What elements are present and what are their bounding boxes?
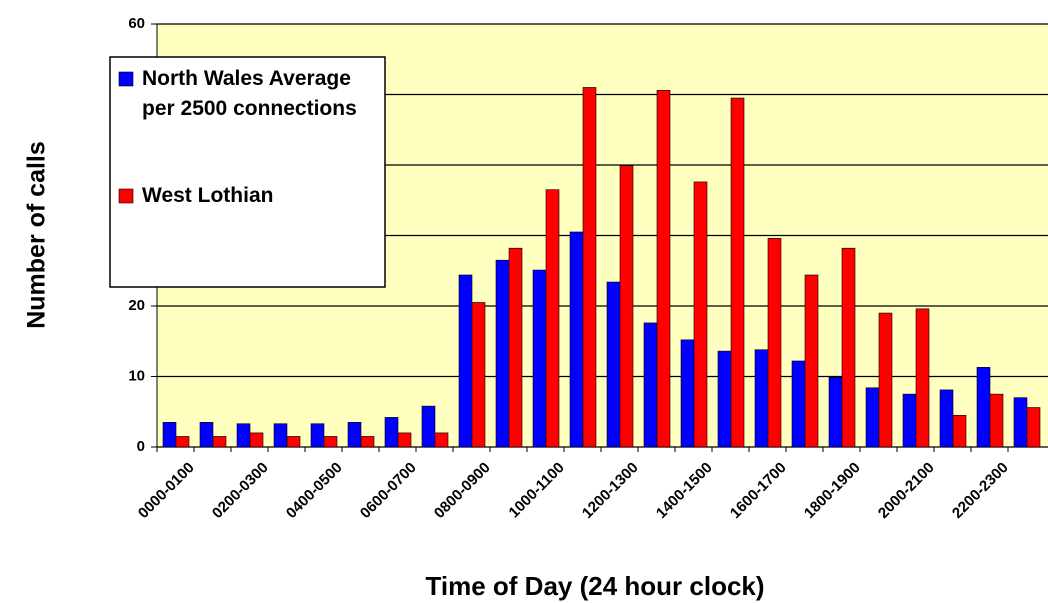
- bar: [236, 423, 251, 448]
- bar: [791, 360, 806, 448]
- bar: [162, 422, 177, 448]
- bar: [434, 432, 449, 448]
- x-tick-label: 1400-1500: [653, 459, 716, 522]
- bar: [360, 436, 375, 448]
- legend-swatch: [118, 188, 134, 204]
- x-tick-label: 0600-0700: [357, 459, 420, 522]
- bar: [471, 302, 486, 448]
- y-tick-label: 0: [137, 438, 145, 455]
- bar: [754, 349, 769, 448]
- bar: [1026, 407, 1041, 448]
- bar: [902, 393, 917, 448]
- x-tick-label: 2200-2300: [949, 459, 1012, 522]
- legend-swatch: [118, 71, 134, 87]
- bar: [693, 181, 708, 448]
- bar: [680, 339, 695, 448]
- y-tick-label: 60: [128, 15, 145, 32]
- bar: [939, 389, 954, 448]
- bar: [841, 247, 856, 448]
- bar: [915, 308, 930, 448]
- y-axis-label: Number of calls: [23, 141, 51, 329]
- bar: [310, 423, 325, 448]
- bar: [976, 367, 991, 448]
- bar: [767, 238, 782, 448]
- bar: [730, 97, 745, 448]
- x-tick-label: 1000-1100: [506, 459, 568, 521]
- bar: [286, 436, 301, 448]
- bar: [532, 269, 547, 448]
- bar: [508, 247, 523, 448]
- bar: [458, 274, 473, 448]
- bar: [828, 376, 843, 448]
- bar: [989, 393, 1004, 448]
- x-tick-label: 0400-0500: [283, 459, 346, 522]
- bar: [606, 281, 621, 448]
- bar: [582, 87, 597, 448]
- legend-label: West Lothian: [142, 184, 274, 207]
- bar: [421, 405, 436, 448]
- x-axis-label: Time of Day (24 hour clock): [425, 571, 764, 601]
- bar: [643, 322, 658, 448]
- x-tick-label: 0800-0900: [431, 459, 494, 522]
- bar: [717, 350, 732, 448]
- bar: [865, 387, 880, 448]
- bar: [249, 432, 264, 448]
- bar: [175, 436, 190, 448]
- bar: [878, 312, 893, 448]
- x-tick-label: 1800-1900: [801, 459, 864, 522]
- legend-box: [109, 56, 386, 288]
- bar: [199, 422, 214, 448]
- bar: [619, 165, 634, 448]
- bar: [495, 259, 510, 448]
- bar: [384, 417, 399, 448]
- bar: [1013, 397, 1028, 448]
- y-tick-label: 20: [128, 297, 145, 314]
- bar: [569, 231, 584, 448]
- y-tick-label: 10: [128, 367, 145, 384]
- x-tick-label: 1200-1300: [579, 459, 642, 522]
- x-tick-label: 0000-0100: [135, 459, 198, 522]
- bar: [212, 436, 227, 448]
- legend-label: North Wales Average per 2500 connections: [142, 67, 357, 120]
- x-tick-label: 2000-2100: [875, 459, 938, 522]
- bar: [656, 89, 671, 448]
- bar: [545, 189, 560, 448]
- bar: [273, 423, 288, 448]
- bar: [323, 436, 338, 448]
- x-tick-label: 1600-1700: [727, 459, 790, 522]
- bar: [952, 414, 967, 448]
- bar: [397, 432, 412, 448]
- x-tick-label: 0200-0300: [209, 459, 272, 522]
- bar: [804, 274, 819, 448]
- bar: [347, 422, 362, 448]
